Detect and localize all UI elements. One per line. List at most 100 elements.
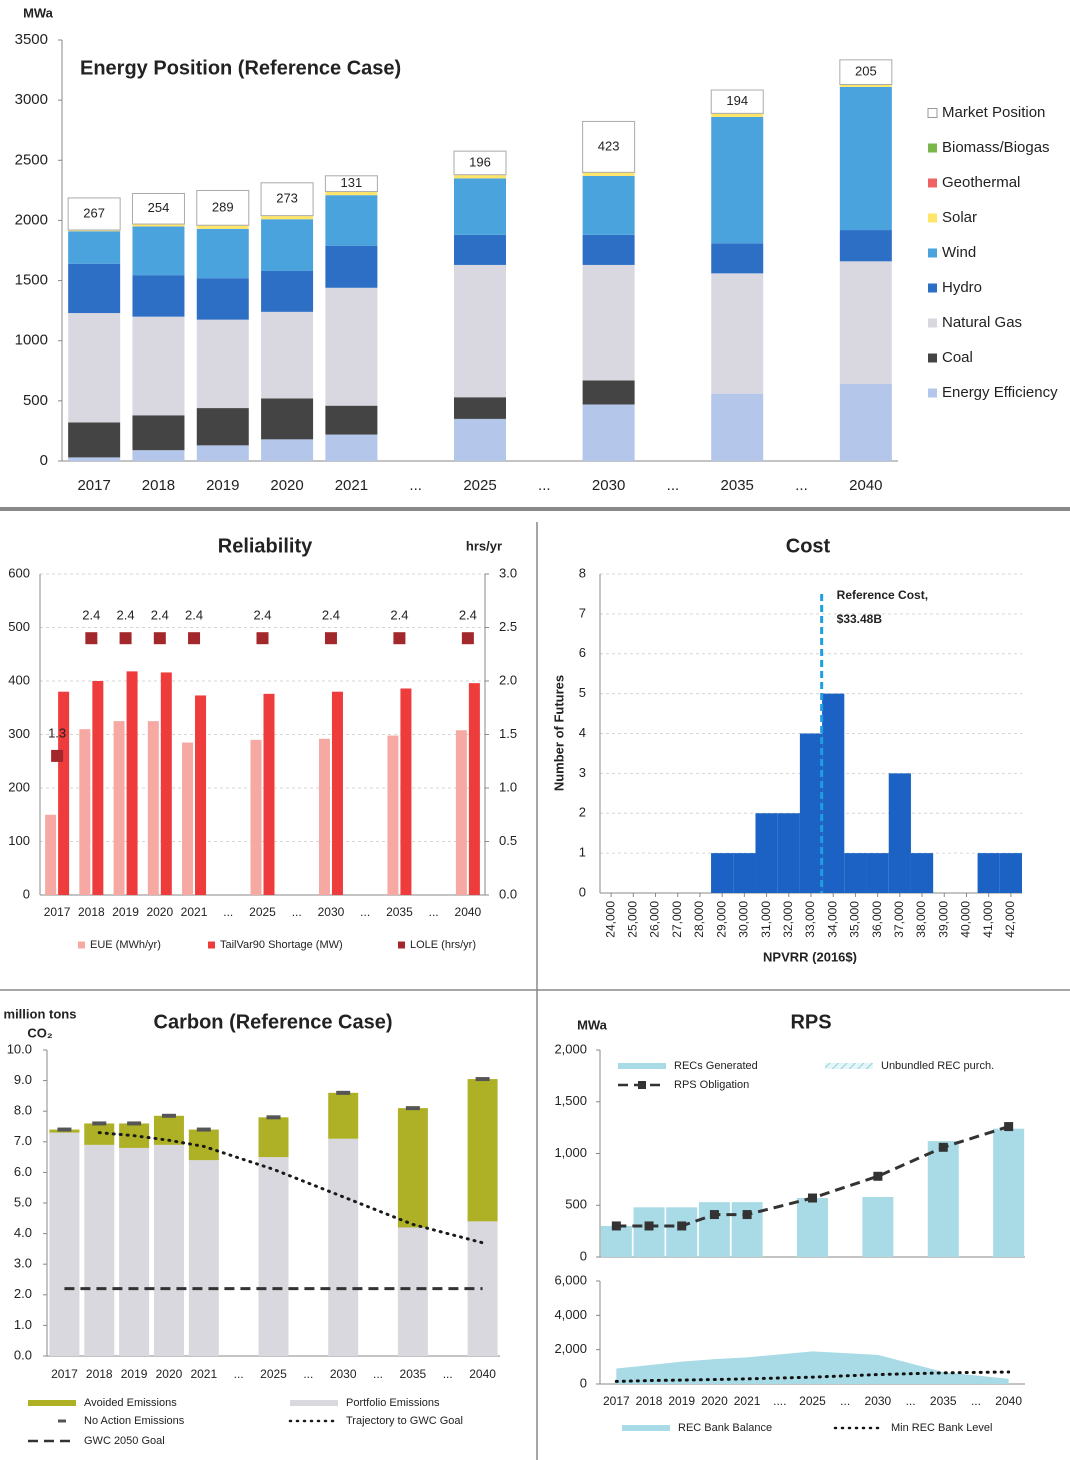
y-tick-label: 8.0 (14, 1103, 32, 1118)
point (324, 632, 337, 645)
y-tick-label: 2,000 (554, 1041, 587, 1056)
axis-break-label: ... (971, 1394, 981, 1408)
bar (261, 398, 314, 440)
bar (866, 853, 889, 893)
axis-break-label: ... (223, 905, 233, 919)
legend-label: Portfolio Emissions (346, 1397, 440, 1409)
bar (844, 853, 867, 893)
y-tick-label: 6 (579, 645, 586, 660)
x-tick-label: 2021 (734, 1394, 761, 1408)
x-tick-label: 2017 (44, 905, 71, 919)
x-tick-label: 2021 (190, 1367, 217, 1381)
line-marker (677, 1221, 687, 1231)
legend-swatch (928, 388, 937, 398)
point (119, 632, 132, 645)
axis-break-label: ... (234, 1367, 244, 1381)
bar (45, 814, 57, 895)
legend-label: Biomass/Biogas (942, 139, 1050, 156)
reference-label: Reference Cost, (837, 588, 928, 602)
x-tick-label: 37,000 (892, 901, 906, 938)
legend-label: Solar (942, 209, 977, 226)
bar (711, 853, 734, 893)
legend-swatch (928, 353, 937, 363)
bar (188, 1129, 219, 1161)
bar (132, 415, 185, 451)
chart-title: RPS (790, 1011, 831, 1033)
y-axis-label: MWa (577, 1017, 608, 1032)
legend-label: RPS Obligation (674, 1079, 749, 1091)
bar (797, 1198, 828, 1257)
axis-break-label: .... (773, 1394, 786, 1408)
bar (132, 224, 185, 227)
bar (400, 688, 412, 895)
value-box (710, 89, 764, 114)
y-tick-label: 500 (23, 392, 48, 409)
legend-swatch (928, 318, 937, 328)
legend-swatch (928, 143, 937, 153)
legend-label: RECs Generated (674, 1060, 758, 1072)
bar (68, 230, 121, 232)
y-axis-label: MWa (23, 5, 54, 20)
bar (839, 261, 892, 385)
x-tick-label: 2019 (121, 1367, 148, 1381)
bar (711, 113, 764, 117)
bar (188, 1160, 219, 1356)
legend-label: Unbundled REC purch. (881, 1060, 994, 1072)
bar (799, 733, 823, 893)
x-tick-label: 2030 (592, 477, 625, 494)
legend-label: Trajectory to GWC Goal (346, 1415, 463, 1427)
bar (79, 729, 91, 895)
data-label: 2.4 (322, 608, 340, 623)
bar (582, 264, 635, 381)
x-tick-label: 2018 (636, 1394, 663, 1408)
bar (822, 693, 845, 893)
line (614, 1370, 1011, 1383)
bar (196, 278, 249, 320)
chart-title: Energy Position (Reference Case) (80, 57, 401, 79)
bar (993, 1128, 1025, 1257)
y-tick-label: 4.0 (14, 1225, 32, 1240)
x-tick-label: 28,000 (692, 901, 706, 938)
axis-break-label: ... (840, 1394, 850, 1408)
x-tick-label: 2025 (249, 905, 276, 919)
y-tick-label: 2500 (15, 151, 48, 168)
y-tick-label: 3000 (15, 91, 48, 108)
y-axis-label: CO₂ (27, 1025, 53, 1040)
x-axis-label: NPVRR (2016$) (763, 949, 857, 964)
x-tick-label: 35,000 (848, 901, 862, 938)
legend-label: GWC 2050 Goal (84, 1435, 165, 1447)
y-tick-label: 0 (40, 452, 48, 469)
data-label: 2.4 (185, 608, 203, 623)
value-box (131, 192, 185, 225)
value-box (324, 175, 378, 193)
bar (777, 813, 800, 893)
bar (318, 738, 330, 895)
data-label: 267 (83, 205, 105, 220)
legend-label: TailVar90 Shortage (MW) (220, 939, 343, 951)
axis-break-label: ... (795, 477, 808, 494)
bar (733, 853, 756, 893)
legend-label: Energy Efficiency (942, 384, 1058, 401)
bar (387, 735, 399, 895)
chart-title: Reliability (218, 535, 313, 557)
line-marker (1004, 1122, 1014, 1132)
y-tick-label: 5.0 (14, 1194, 32, 1209)
bar (454, 397, 506, 419)
bar (755, 813, 778, 893)
y-tick-label: 6.0 (14, 1164, 32, 1179)
legend-label: Geothermal (942, 174, 1020, 191)
legend-label: No Action Emissions (84, 1415, 185, 1427)
bar (68, 422, 121, 458)
bar (711, 116, 764, 244)
axis-break-label: ... (292, 905, 302, 919)
data-label: 2.4 (151, 608, 169, 623)
x-tick-label: 2035 (930, 1394, 957, 1408)
y-tick-label: 3.0 (499, 565, 517, 580)
axis-break-label: ... (429, 905, 439, 919)
bar (196, 319, 249, 409)
data-label: 205 (855, 64, 877, 79)
bar (711, 243, 764, 274)
bar (182, 742, 194, 895)
bar (261, 270, 314, 312)
axis-break-label: ... (667, 477, 680, 494)
